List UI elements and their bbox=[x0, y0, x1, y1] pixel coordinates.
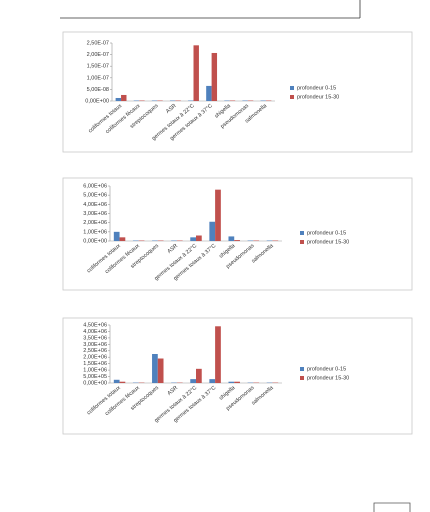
bar bbox=[115, 97, 122, 101]
x-tick-label: ASR bbox=[167, 243, 180, 255]
y-tick-label: 4,50E+06 bbox=[83, 322, 107, 328]
legend-swatch bbox=[300, 376, 304, 380]
y-tick-label: 0,00E+00 bbox=[83, 380, 107, 386]
y-tick-label: 4,00E+06 bbox=[83, 329, 107, 335]
bar bbox=[215, 326, 221, 383]
bar bbox=[119, 237, 126, 241]
y-tick-label: 2,00E+06 bbox=[83, 355, 107, 361]
bar bbox=[234, 381, 240, 383]
chart-frame bbox=[62, 177, 413, 291]
y-tick-label: 3,50E+06 bbox=[83, 335, 107, 341]
y-tick-label: 5,00E-08 bbox=[87, 87, 109, 93]
legend-label: profondeur 0-15 bbox=[307, 366, 346, 372]
legend-label: profondeur 0-15 bbox=[307, 230, 346, 236]
bar bbox=[196, 235, 202, 241]
y-tick-label: 2,00E+06 bbox=[83, 220, 107, 226]
bar bbox=[190, 379, 196, 383]
bar bbox=[193, 45, 199, 101]
bar bbox=[228, 381, 235, 383]
y-tick-label: 6,00E+06 bbox=[83, 183, 107, 189]
y-tick-label: 1,00E+06 bbox=[83, 229, 107, 235]
y-tick-label: 1,00E+06 bbox=[83, 368, 107, 374]
y-tick-label: 5,00E+05 bbox=[83, 374, 107, 380]
legend-swatch bbox=[290, 86, 294, 90]
y-tick-label: 2,00E-07 bbox=[87, 52, 109, 58]
y-tick-label: 1,00E-07 bbox=[87, 75, 109, 81]
bar bbox=[211, 52, 218, 101]
bar bbox=[206, 85, 212, 101]
chart-frame bbox=[62, 31, 413, 153]
legend-label: profondeur 15-30 bbox=[297, 94, 339, 100]
y-tick-label: 3,00E+06 bbox=[83, 342, 107, 348]
bar bbox=[196, 368, 202, 383]
legend-label: profondeur 15-30 bbox=[307, 239, 349, 245]
y-tick-label: 1,50E-07 bbox=[87, 64, 109, 70]
bar bbox=[121, 94, 127, 101]
bar bbox=[209, 221, 216, 241]
x-tick-label: ASR bbox=[167, 385, 180, 397]
y-tick-label: 4,00E+06 bbox=[83, 202, 107, 208]
y-tick-label: 0,00E+00 bbox=[85, 98, 109, 104]
y-tick-label: 3,00E+06 bbox=[83, 211, 107, 217]
legend-swatch bbox=[300, 240, 304, 244]
legend-swatch bbox=[300, 367, 304, 371]
legend-label: profondeur 15-30 bbox=[307, 375, 349, 381]
bar bbox=[152, 354, 158, 383]
bar bbox=[119, 381, 126, 383]
bar bbox=[157, 358, 164, 383]
legend-label: profondeur 0-15 bbox=[297, 85, 336, 91]
bar bbox=[228, 236, 235, 241]
bar bbox=[215, 189, 221, 241]
y-tick-label: 5,00E+06 bbox=[83, 193, 107, 199]
bar bbox=[234, 240, 240, 241]
bar bbox=[113, 231, 120, 241]
legend-swatch bbox=[290, 95, 294, 99]
y-tick-label: 0,00E+00 bbox=[83, 238, 107, 244]
bar bbox=[190, 237, 196, 241]
bar bbox=[209, 379, 216, 383]
x-tick-label: ASR bbox=[165, 103, 178, 115]
chart-frame bbox=[62, 317, 413, 435]
page-number-box bbox=[373, 502, 411, 512]
y-tick-label: 2,50E+06 bbox=[83, 348, 107, 354]
y-tick-label: 1,50E+06 bbox=[83, 361, 107, 367]
legend-swatch bbox=[300, 231, 304, 235]
y-tick-label: 2,50E-07 bbox=[87, 40, 109, 46]
bar bbox=[113, 379, 120, 383]
